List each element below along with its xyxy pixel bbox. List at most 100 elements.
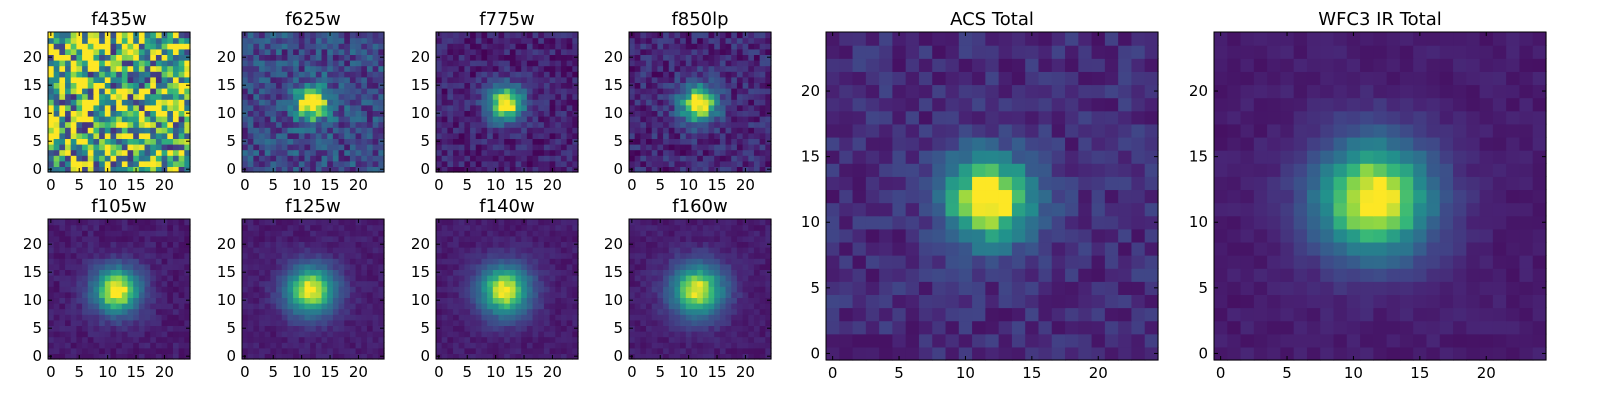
- heatmap-cell: [93, 65, 100, 72]
- heatmap-cell: [281, 269, 289, 276]
- heatmap-cell: [310, 258, 317, 265]
- heatmap-cell: [242, 291, 249, 298]
- heatmap-cell: [127, 235, 134, 242]
- heatmap-cell: [161, 138, 168, 145]
- y-tick-label: 0: [613, 160, 623, 178]
- heatmap-cell: [270, 155, 277, 162]
- heatmap-cell: [270, 235, 277, 242]
- heatmap-cell: [725, 347, 732, 354]
- heatmap-cell: [719, 297, 727, 304]
- heatmap-cell: [76, 258, 83, 265]
- heatmap-cell: [65, 342, 72, 349]
- heatmap-cell: [560, 93, 568, 100]
- heatmap-cell: [487, 247, 494, 254]
- heatmap-cell: [172, 342, 180, 349]
- heatmap-cell: [155, 241, 163, 248]
- heatmap-cell: [161, 258, 168, 265]
- heatmap-cell: [736, 104, 744, 111]
- heatmap-cell: [668, 82, 676, 89]
- heatmap-cell: [70, 160, 77, 167]
- heatmap-cell: [441, 269, 448, 276]
- heatmap-cell: [657, 336, 664, 343]
- heatmap-cell: [366, 269, 374, 276]
- heatmap-cell: [657, 331, 664, 338]
- heatmap-cell: [178, 286, 185, 293]
- heatmap-cell: [702, 37, 710, 44]
- heatmap-cell: [310, 54, 317, 61]
- heatmap-cell: [492, 132, 500, 139]
- heatmap-cell: [702, 166, 710, 173]
- heatmap-cell: [646, 269, 653, 276]
- heatmap-cell: [287, 308, 294, 315]
- heatmap-cell: [127, 241, 134, 248]
- heatmap-cell: [646, 336, 653, 343]
- heatmap-cell: [458, 54, 465, 61]
- heatmap-cell: [736, 37, 744, 44]
- heatmap-cell: [640, 37, 647, 44]
- heatmap-cell: [138, 160, 146, 167]
- heatmap-cell: [104, 347, 112, 354]
- heatmap-cell: [515, 144, 522, 151]
- heatmap-cell: [167, 347, 174, 354]
- heatmap-cell: [521, 99, 528, 106]
- heatmap-cell: [172, 325, 180, 332]
- heatmap-cell: [127, 88, 134, 95]
- heatmap-cell: [680, 331, 687, 338]
- heatmap-cell: [167, 82, 174, 89]
- heatmap-cell: [167, 54, 174, 61]
- heatmap-cell: [521, 93, 528, 100]
- heatmap-cell: [366, 60, 374, 67]
- heatmap-cell: [436, 247, 443, 254]
- heatmap-cell: [276, 342, 283, 349]
- heatmap-cell: [293, 252, 300, 259]
- heatmap-cell: [121, 43, 129, 50]
- heatmap-cell: [327, 144, 334, 151]
- heatmap-cell: [378, 331, 385, 338]
- heatmap-cell: [748, 347, 755, 354]
- heatmap-cell: [87, 144, 95, 151]
- heatmap-cell: [640, 336, 647, 343]
- heatmap-cell: [753, 88, 761, 95]
- heatmap-cell: [161, 308, 168, 315]
- heatmap-cell: [634, 144, 641, 151]
- heatmap-cell: [526, 331, 534, 338]
- heatmap-cell: [436, 116, 443, 123]
- heatmap-cell: [629, 347, 636, 354]
- heatmap-cell: [543, 71, 551, 78]
- heatmap-cell: [161, 71, 168, 78]
- heatmap-cell: [629, 342, 636, 349]
- heatmap-cell: [515, 88, 522, 95]
- heatmap-cell: [127, 160, 134, 167]
- heatmap-cell: [753, 325, 761, 332]
- heatmap-cell: [133, 60, 140, 67]
- heatmap-cell: [691, 71, 698, 78]
- heatmap-cell: [116, 269, 123, 276]
- heatmap-cell: [640, 76, 647, 83]
- heatmap-cell: [104, 138, 112, 145]
- heatmap-cell: [504, 110, 511, 117]
- heatmap-cell: [453, 88, 460, 95]
- heatmap-cell: [270, 319, 277, 326]
- heatmap-cell: [549, 138, 556, 145]
- heatmap-cell: [765, 116, 772, 123]
- heatmap-cell: [532, 291, 539, 298]
- heatmap-cell: [458, 331, 465, 338]
- heatmap-cell: [298, 314, 306, 321]
- heatmap-cell: [138, 144, 146, 151]
- heatmap-cell: [538, 54, 545, 61]
- heatmap-cell: [70, 76, 77, 83]
- heatmap-cell: [121, 37, 129, 44]
- heatmap-cell: [458, 149, 465, 156]
- heatmap-cell: [281, 241, 289, 248]
- heatmap-cell: [538, 166, 545, 173]
- heatmap-cell: [475, 88, 483, 95]
- heatmap-cell: [65, 65, 72, 72]
- heatmap-cell: [640, 166, 647, 173]
- heatmap-cell: [264, 43, 271, 50]
- heatmap-cell: [310, 241, 317, 248]
- heatmap-cell: [378, 224, 385, 231]
- heatmap-cell: [82, 235, 89, 242]
- heatmap-cell: [555, 336, 562, 343]
- heatmap-cell: [566, 116, 573, 123]
- heatmap-cell: [293, 219, 300, 226]
